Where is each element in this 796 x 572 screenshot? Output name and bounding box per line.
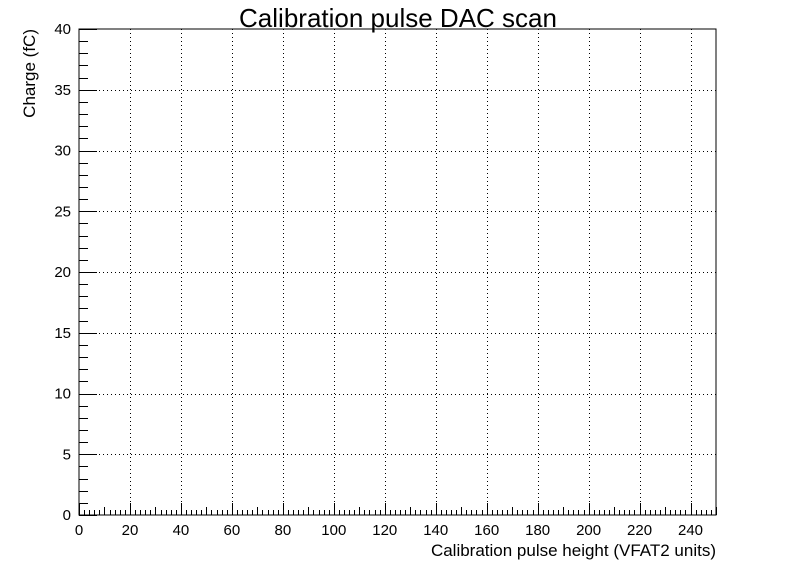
- x-axis-label: Calibration pulse height (VFAT2 units): [431, 541, 716, 560]
- y-axis-label: Charge (fC): [20, 29, 39, 118]
- y-tick-label: 15: [54, 325, 71, 342]
- x-tick-label: 140: [423, 522, 448, 539]
- x-tick-label: 200: [576, 522, 601, 539]
- plot-frame: [78, 28, 717, 516]
- y-tick-label: 5: [63, 446, 71, 463]
- chart-title: Calibration pulse DAC scan: [239, 3, 557, 33]
- y-tick-label: 25: [54, 203, 71, 220]
- x-tick-label: 240: [678, 522, 703, 539]
- y-tick-label: 40: [54, 21, 71, 38]
- x-tick-labels: 0 20 40 60 80 100 120 140 160 180 200 220 240: [75, 522, 703, 539]
- x-tick-label: 220: [627, 522, 652, 539]
- x-tick-label: 80: [274, 522, 291, 539]
- x-tick-label: 0: [75, 522, 83, 539]
- y-tick-label: 10: [54, 386, 71, 403]
- x-tick-label: 180: [525, 522, 550, 539]
- y-tick-label: 0: [63, 507, 71, 524]
- y-tick-label: 20: [54, 264, 71, 281]
- x-tick-label: 40: [173, 522, 190, 539]
- x-tick-label: 100: [321, 522, 346, 539]
- y-tick-label: 35: [54, 82, 71, 99]
- x-tick-label: 120: [372, 522, 397, 539]
- x-tick-label: 160: [474, 522, 499, 539]
- x-tick-label: 60: [224, 522, 241, 539]
- y-tick-labels: 0 5 10 15 20 25 30 35 40: [54, 21, 71, 524]
- grid: [79, 29, 716, 515]
- y-tick-label: 30: [54, 143, 71, 160]
- x-tick-label: 20: [122, 522, 139, 539]
- axis-ticks: [79, 29, 717, 516]
